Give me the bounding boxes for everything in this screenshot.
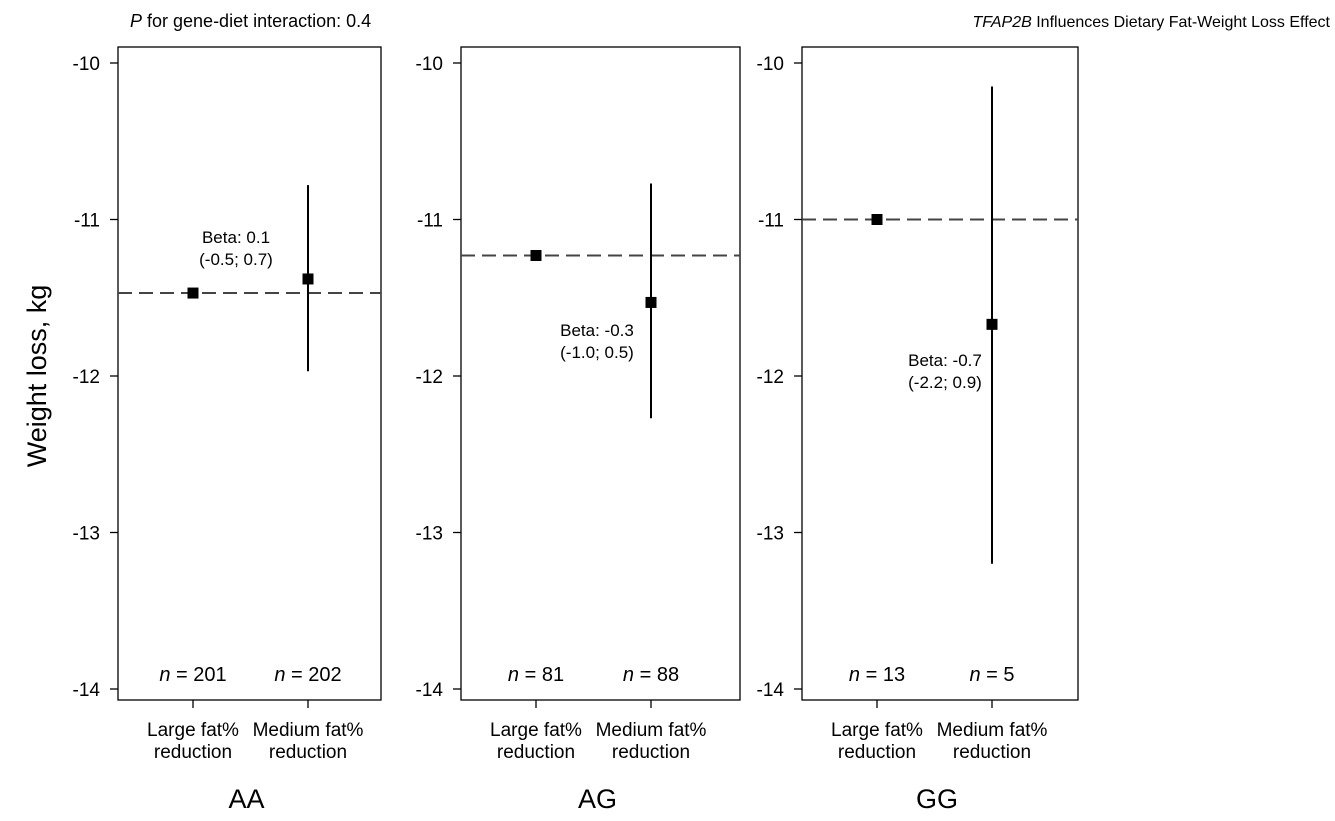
- sample-size-label: n = 81: [508, 664, 564, 686]
- beta-estimate-label: Beta: 0.1: [202, 228, 270, 247]
- beta-ci-label: (-1.0; 0.5): [560, 343, 634, 362]
- data-point: [645, 296, 657, 308]
- data-point: [530, 249, 542, 261]
- y-tick-label: -10: [757, 54, 784, 75]
- y-tick-label: -14: [73, 680, 101, 701]
- x-tick-label: Medium fat%: [253, 720, 364, 741]
- x-tick-label: reduction: [497, 742, 575, 763]
- x-tick-label: Medium fat%: [596, 720, 707, 741]
- x-tick-label: reduction: [612, 742, 690, 763]
- beta-ci-label: (-0.5; 0.7): [199, 250, 273, 269]
- y-axis-label: Weight loss, kg: [22, 285, 52, 468]
- sample-size-label: n = 201: [159, 664, 226, 686]
- y-tick-label: -13: [73, 524, 100, 545]
- y-tick-label: -10: [416, 54, 443, 75]
- x-tick-label: reduction: [154, 742, 232, 763]
- x-tick-label: Medium fat%: [937, 720, 1048, 741]
- sample-size-label: n = 5: [969, 664, 1014, 686]
- y-tick-label: -11: [417, 211, 443, 232]
- data-point: [302, 273, 314, 285]
- x-tick-label: reduction: [269, 742, 347, 763]
- x-tick-label: Large fat%: [147, 720, 239, 741]
- x-tick-label: reduction: [953, 742, 1031, 763]
- y-tick-label: -10: [73, 54, 100, 75]
- beta-estimate-label: Beta: -0.7: [908, 351, 982, 370]
- x-tick-label: Large fat%: [831, 720, 923, 741]
- sample-size-label: n = 202: [274, 664, 341, 686]
- genotype-panel-label: AA: [228, 784, 264, 814]
- y-tick-label: -12: [757, 367, 784, 388]
- interaction-p-value-note: P for gene-diet interaction: 0.4: [130, 11, 371, 31]
- genotype-panel-label: GG: [916, 784, 958, 814]
- genotype-panel-label: AG: [578, 784, 617, 814]
- plot-frame: [801, 46, 1079, 701]
- y-tick-label: -11: [758, 211, 784, 232]
- running-title: TFAP2B Influences Dietary Fat-Weight Los…: [973, 14, 1331, 31]
- plot-frame: [460, 46, 741, 701]
- x-tick-label: Large fat%: [490, 720, 582, 741]
- beta-estimate-label: Beta: -0.3: [560, 321, 634, 340]
- beta-ci-label: (-2.2; 0.9): [908, 373, 982, 392]
- y-tick-label: -12: [73, 367, 100, 388]
- data-point: [986, 318, 998, 330]
- y-tick-label: -14: [416, 680, 444, 701]
- y-tick-label: -13: [757, 524, 784, 545]
- sample-size-label: n = 13: [849, 664, 905, 686]
- data-point: [871, 214, 883, 225]
- sample-size-label: n = 88: [623, 664, 679, 686]
- data-point: [187, 287, 199, 299]
- y-tick-label: -14: [757, 680, 785, 701]
- y-tick-label: -12: [416, 367, 443, 388]
- y-tick-label: -13: [416, 524, 443, 545]
- y-tick-label: -11: [74, 211, 100, 232]
- plot-frame: [117, 46, 382, 701]
- x-tick-label: reduction: [838, 742, 916, 763]
